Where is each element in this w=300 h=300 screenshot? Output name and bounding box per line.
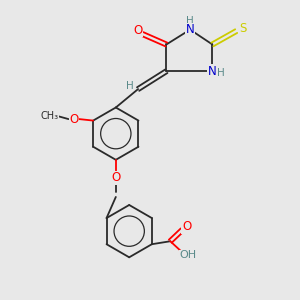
Text: O: O xyxy=(182,220,191,233)
Text: O: O xyxy=(69,112,79,126)
Text: H: H xyxy=(126,80,134,91)
Text: N: N xyxy=(208,65,217,78)
Text: O: O xyxy=(111,171,120,184)
Text: S: S xyxy=(239,22,246,34)
Text: N: N xyxy=(186,23,194,36)
Text: H: H xyxy=(186,16,194,26)
Text: O: O xyxy=(133,24,142,37)
Text: OH: OH xyxy=(179,250,197,260)
Text: CH₃: CH₃ xyxy=(40,110,58,121)
Text: H: H xyxy=(218,68,225,78)
